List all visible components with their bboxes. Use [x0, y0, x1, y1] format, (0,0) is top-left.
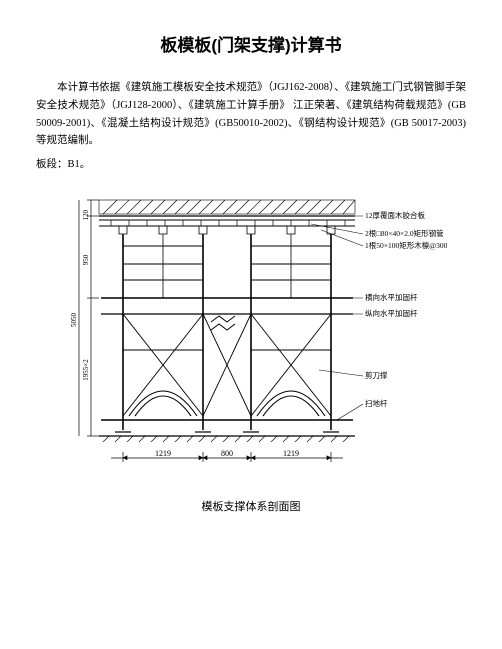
dim-v-bot1: 5050: [70, 313, 78, 328]
page-title: 板模板(门架支撑)计算书: [36, 32, 466, 61]
label-long-tie: 纵向水平加固杆: [365, 308, 418, 318]
diagram-container: 1219 800 1219 120 950 5050 1955×2 12厚覆面木…: [36, 180, 466, 480]
label-plywood: 12厚覆面木胶合板: [365, 210, 425, 220]
intro-paragraph: 本计算书依据《建筑施工模板安全技术规范》（JGJ162-2008）、《建筑施工门…: [36, 79, 466, 150]
label-timber: 1根50×100矩形木檩@300: [365, 240, 448, 250]
dim-d3: 1219: [283, 449, 299, 458]
dim-d1: 1219: [155, 449, 171, 458]
dim-v-top1: 120: [82, 210, 90, 221]
label-horiz-tie: 横向水平加固杆: [365, 292, 418, 302]
formwork-section-diagram: 1219 800 1219 120 950 5050 1955×2 12厚覆面木…: [51, 180, 451, 480]
section-label: 板段：B1。: [36, 156, 466, 174]
label-sweeping: 扫地杆: [365, 398, 388, 408]
dim-v-top2: 950: [82, 254, 90, 265]
label-bracing: 剪刀撑: [365, 370, 388, 380]
dim-d2: 800: [221, 449, 233, 458]
label-steel-tube: 2根□80×40×2.0矩形钢管: [365, 228, 444, 238]
diagram-caption: 模板支撑体系剖面图: [36, 498, 466, 517]
dim-v-bot2: 1955×2: [82, 359, 90, 381]
